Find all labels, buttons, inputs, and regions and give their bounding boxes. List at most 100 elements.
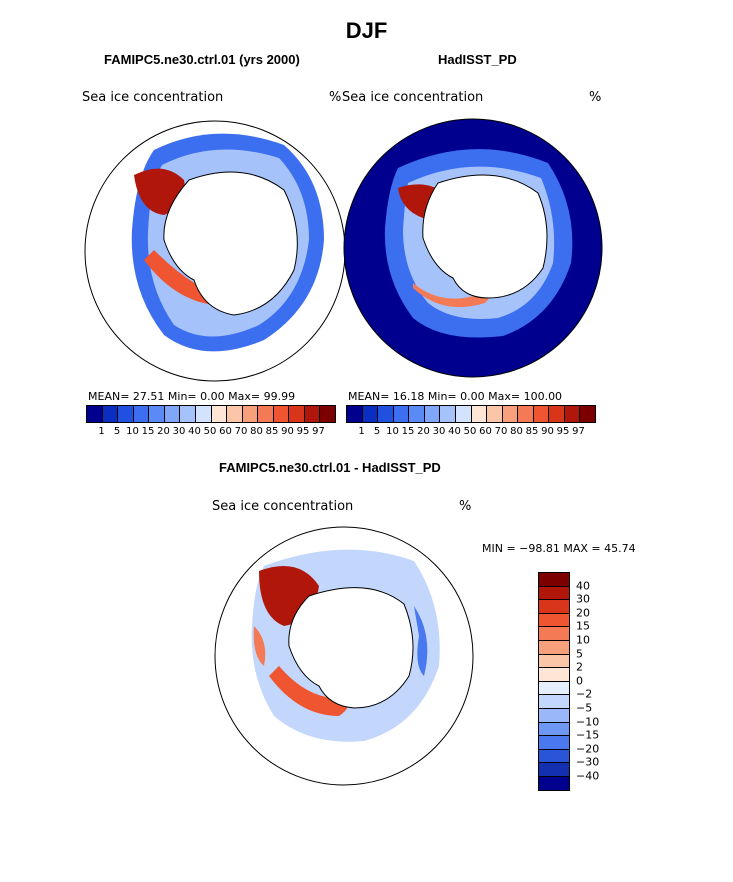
colorbar-swatch <box>539 708 569 723</box>
colorbar-swatch <box>564 406 581 422</box>
panel-1-label: Sea ice concentration <box>82 90 224 105</box>
colorbar-tick-label: 85 <box>265 426 279 437</box>
colorbar-swatch <box>533 406 550 422</box>
antarctica <box>422 174 548 299</box>
colorbar-swatch <box>539 573 569 587</box>
colorbar-tick-label: 60 <box>479 426 492 437</box>
colorbar-tick-label: −30 <box>576 755 600 769</box>
colorbar-swatch <box>164 406 181 422</box>
colorbar-swatch <box>471 406 488 422</box>
colorbar-swatch <box>539 736 569 750</box>
colorbar-swatch <box>518 406 534 422</box>
colorbar-swatch <box>149 406 165 422</box>
colorbar-swatch <box>539 668 569 682</box>
colorbar-swatch <box>378 406 394 422</box>
colorbar-tick-label: 40 <box>448 426 461 437</box>
colorbar-tick-label: 50 <box>463 426 477 437</box>
colorbar-tick-label: 70 <box>494 426 508 437</box>
colorbar-tick-label: 15 <box>401 426 415 437</box>
colorbar-swatch <box>440 406 456 422</box>
colorbar-tick-label: −5 <box>576 701 593 715</box>
colorbar-swatch <box>487 406 503 422</box>
colorbar-swatch <box>539 763 569 777</box>
colorbar-swatch <box>409 406 425 422</box>
panel-3-colorbar <box>538 572 570 791</box>
panel-3-label: Sea ice concentration <box>212 499 354 514</box>
colorbar-tick-label: 70 <box>234 426 248 437</box>
colorbar-tick-label: −40 <box>576 769 600 783</box>
colorbar-swatch <box>320 406 335 422</box>
panel-3-map <box>214 526 474 786</box>
colorbar-swatch <box>539 613 569 628</box>
colorbar-tick-label: 20 <box>576 606 590 620</box>
panel-1-map <box>84 120 346 382</box>
colorbar-swatch <box>539 640 569 655</box>
panel-2-title: HadISST_PD <box>438 52 517 67</box>
colorbar-tick-label: −2 <box>576 687 593 701</box>
panel-3-units: % <box>459 499 472 514</box>
colorbar-swatch <box>273 406 290 422</box>
colorbar-swatch <box>539 749 569 764</box>
panel-2-stats: MEAN= 16.18 Min= 0.00 Max= 100.00 <box>348 390 563 403</box>
panel-2-label: Sea ice concentration <box>342 90 484 105</box>
colorbar-tick-label: 80 <box>250 426 263 437</box>
colorbar-tick-label: 1 <box>98 426 105 437</box>
colorbar-tick-label: 5 <box>113 426 121 437</box>
colorbar-swatch <box>347 406 363 422</box>
colorbar-swatch <box>393 406 410 422</box>
colorbar-tick-label: 90 <box>541 426 554 437</box>
panel-2-map <box>343 118 603 378</box>
panel-2-units: % <box>589 90 602 105</box>
colorbar-tick-label: 15 <box>576 619 590 633</box>
colorbar-tick-label: 30 <box>172 426 186 437</box>
colorbar-tick-label: 30 <box>576 592 590 606</box>
colorbar-swatch <box>211 406 228 422</box>
colorbar-swatch <box>87 406 103 422</box>
colorbar-swatch <box>539 722 569 737</box>
colorbar-tick-label: 95 <box>296 426 310 437</box>
colorbar-tick-label: 10 <box>576 633 590 647</box>
colorbar-tick-label: 0 <box>576 674 583 688</box>
colorbar-tick-label: 60 <box>219 426 232 437</box>
colorbar-swatch <box>424 406 441 422</box>
colorbar-tick-label: −20 <box>576 742 600 756</box>
colorbar-tick-label: −15 <box>576 728 600 742</box>
colorbar-swatch <box>455 406 472 422</box>
colorbar-swatch <box>118 406 134 422</box>
colorbar-tick-label: 40 <box>188 426 201 437</box>
colorbar-swatch <box>502 406 519 422</box>
colorbar-swatch <box>539 654 569 669</box>
colorbar-tick-label: 95 <box>556 426 570 437</box>
colorbar-tick-label: 5 <box>373 426 381 437</box>
colorbar-swatch <box>258 406 274 422</box>
colorbar-swatch <box>539 627 569 641</box>
colorbar-swatch <box>539 600 569 614</box>
colorbar-tick-label: 90 <box>281 426 294 437</box>
colorbar-tick-label: 20 <box>157 426 170 437</box>
panel-1-colorbar <box>86 405 336 423</box>
colorbar-tick-label: 10 <box>386 426 399 437</box>
colorbar-tick-label: 80 <box>510 426 523 437</box>
panel-1-title: FAMIPC5.ne30.ctrl.01 (yrs 2000) <box>104 52 300 67</box>
colorbar-tick-label: 97 <box>312 426 325 437</box>
colorbar-tick-label: 2 <box>576 660 583 674</box>
colorbar-tick-label: −10 <box>576 715 600 729</box>
colorbar-tick-label: 15 <box>141 426 155 437</box>
colorbar-swatch <box>102 406 119 422</box>
colorbar-swatch <box>289 406 305 422</box>
colorbar-swatch <box>539 681 569 696</box>
colorbar-tick-label: 5 <box>576 647 583 661</box>
colorbar-swatch <box>539 695 569 709</box>
colorbar-swatch <box>180 406 196 422</box>
colorbar-swatch <box>195 406 212 422</box>
panel-1-stats: MEAN= 27.51 Min= 0.00 Max= 99.99 <box>88 390 296 403</box>
colorbar-swatch <box>227 406 243 422</box>
panel-3-stats: MIN = −98.81 MAX = 45.74 <box>482 542 636 555</box>
antarctica <box>163 171 298 316</box>
colorbar-swatch <box>133 406 150 422</box>
panel-2-colorbar <box>346 405 596 423</box>
colorbar-tick-label: 1 <box>358 426 365 437</box>
colorbar-tick-label: 30 <box>432 426 446 437</box>
antarctica <box>288 587 414 709</box>
colorbar-tick-label: 10 <box>126 426 139 437</box>
